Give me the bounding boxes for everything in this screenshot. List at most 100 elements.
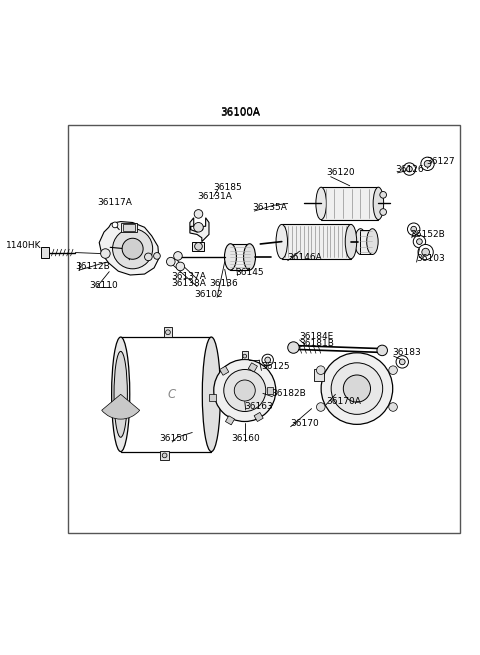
Circle shape	[377, 345, 387, 356]
Circle shape	[265, 357, 271, 363]
Text: 36103: 36103	[416, 253, 445, 263]
Text: 36138A: 36138A	[171, 280, 205, 288]
Text: 36170A: 36170A	[326, 397, 361, 405]
Wedge shape	[102, 394, 140, 419]
Bar	[230, 244, 249, 270]
Text: 36160: 36160	[231, 434, 260, 443]
Polygon shape	[99, 221, 159, 275]
Bar	[248, 363, 257, 372]
Text: 36182B: 36182B	[271, 389, 306, 398]
Ellipse shape	[243, 244, 255, 270]
Circle shape	[407, 166, 412, 172]
Text: 36126: 36126	[395, 165, 424, 174]
Circle shape	[331, 363, 383, 415]
Ellipse shape	[114, 351, 127, 438]
Text: 36170: 36170	[290, 419, 319, 428]
Circle shape	[408, 223, 420, 235]
Circle shape	[421, 157, 434, 170]
Ellipse shape	[276, 225, 288, 259]
Bar	[321, 187, 378, 219]
Circle shape	[380, 209, 386, 215]
Ellipse shape	[316, 187, 326, 219]
Polygon shape	[192, 242, 204, 251]
Text: 36150: 36150	[159, 434, 188, 443]
Text: 36137A: 36137A	[171, 272, 205, 281]
Text: 36131A: 36131A	[197, 191, 232, 200]
Ellipse shape	[225, 244, 237, 270]
Circle shape	[262, 354, 274, 365]
Circle shape	[214, 360, 276, 422]
Bar	[209, 394, 216, 400]
Circle shape	[424, 160, 431, 167]
Text: 36136: 36136	[209, 280, 238, 288]
Text: 36100A: 36100A	[220, 107, 260, 117]
Circle shape	[321, 353, 393, 424]
Circle shape	[343, 375, 371, 402]
Circle shape	[112, 222, 118, 228]
Ellipse shape	[112, 337, 130, 451]
Bar	[360, 229, 372, 253]
Text: 36145: 36145	[235, 269, 264, 277]
Text: 36185: 36185	[214, 183, 242, 192]
Bar	[282, 225, 351, 259]
Circle shape	[195, 242, 202, 250]
Circle shape	[194, 223, 203, 232]
Text: 36120: 36120	[326, 168, 355, 177]
Circle shape	[389, 403, 397, 411]
Circle shape	[174, 252, 182, 260]
Circle shape	[113, 229, 153, 269]
Text: 1140HK: 1140HK	[6, 241, 42, 250]
Bar	[68, 124, 459, 533]
Text: 36146A: 36146A	[288, 253, 323, 261]
Circle shape	[403, 163, 416, 176]
Text: 36184E: 36184E	[300, 332, 334, 341]
Ellipse shape	[367, 229, 378, 255]
Text: C: C	[168, 388, 176, 401]
Text: 36127: 36127	[426, 157, 455, 166]
Circle shape	[418, 244, 433, 260]
Circle shape	[154, 253, 160, 259]
Circle shape	[389, 366, 397, 375]
Circle shape	[224, 369, 266, 411]
Bar	[122, 225, 135, 231]
Circle shape	[122, 238, 143, 259]
Text: 36117A: 36117A	[97, 198, 132, 207]
Text: 36135A: 36135A	[252, 203, 287, 212]
Ellipse shape	[355, 229, 366, 255]
Bar	[120, 223, 137, 232]
Circle shape	[417, 238, 422, 244]
Circle shape	[176, 262, 185, 271]
Bar	[314, 369, 324, 381]
Bar	[267, 387, 274, 394]
Circle shape	[411, 227, 417, 232]
Bar	[254, 413, 263, 422]
Bar	[220, 366, 229, 375]
Circle shape	[144, 253, 152, 261]
Ellipse shape	[202, 337, 220, 451]
Circle shape	[166, 330, 170, 335]
Text: 36163: 36163	[245, 402, 274, 411]
Text: 36152B: 36152B	[410, 230, 444, 239]
Text: 36125: 36125	[262, 362, 290, 371]
Text: 36181B: 36181B	[300, 339, 335, 348]
Ellipse shape	[373, 187, 384, 219]
Text: 36112B: 36112B	[75, 262, 110, 271]
Circle shape	[396, 356, 408, 368]
Bar	[164, 327, 172, 337]
Circle shape	[380, 191, 386, 198]
Bar	[160, 451, 169, 460]
Circle shape	[162, 453, 167, 458]
Circle shape	[167, 257, 175, 266]
Circle shape	[194, 210, 203, 218]
Bar	[226, 416, 235, 425]
Circle shape	[316, 403, 325, 411]
Circle shape	[399, 359, 405, 365]
Circle shape	[288, 342, 299, 353]
Polygon shape	[190, 217, 209, 242]
Ellipse shape	[345, 225, 357, 259]
Circle shape	[243, 354, 247, 358]
Text: 36102: 36102	[195, 290, 223, 299]
Circle shape	[101, 249, 110, 258]
Bar	[242, 351, 248, 360]
Bar	[40, 247, 49, 258]
